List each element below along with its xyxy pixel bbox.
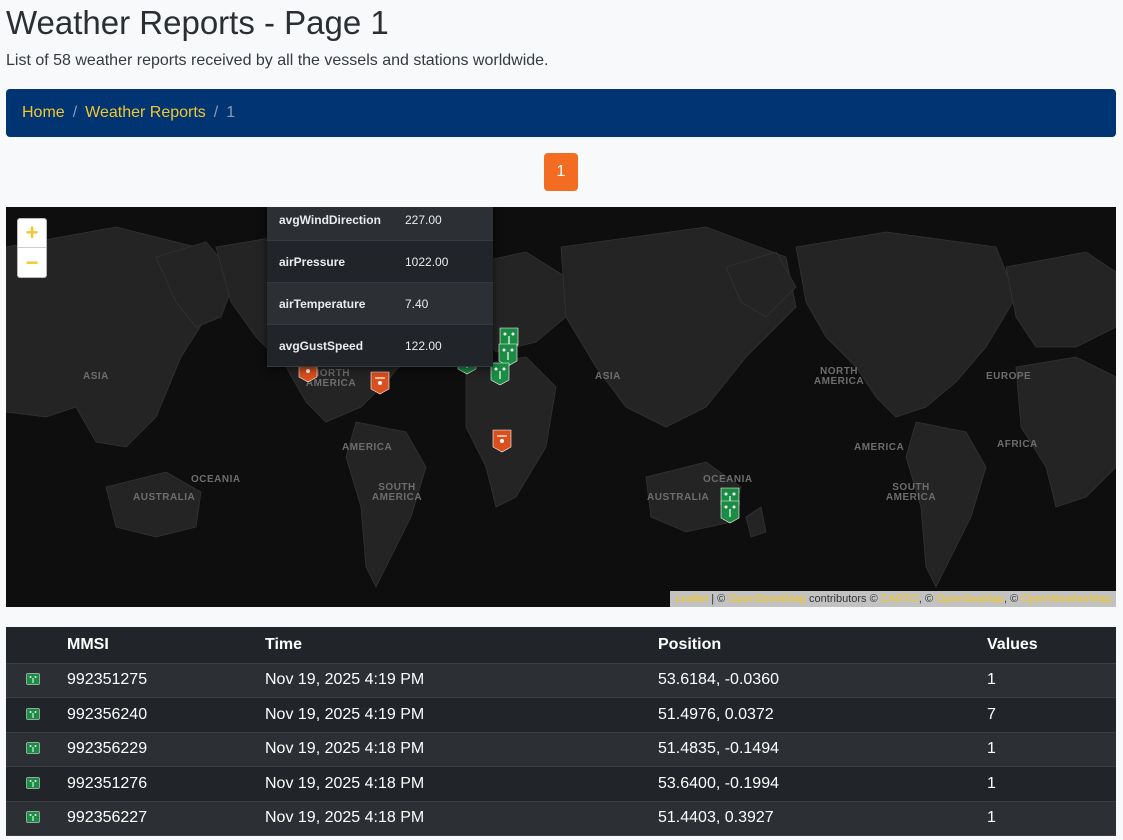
map-label: NORTH AMERICA: [305, 368, 357, 389]
weather-reports-table: MMSI Time Position Values 992351275 Nov …: [6, 627, 1116, 836]
cell-time: Nov 19, 2025 4:18 PM: [265, 732, 658, 767]
map-label: NORTH AMERICA: [813, 366, 865, 387]
breadcrumb-current: 1: [226, 104, 236, 121]
cell-position: 53.6184, -0.0360: [658, 663, 987, 698]
map-label: ASIA: [595, 371, 621, 382]
breadcrumb-home-link[interactable]: Home: [22, 104, 65, 121]
vessel-icon: [26, 707, 40, 720]
row-icon-cell: [6, 697, 67, 733]
cell-position: 51.4976, 0.0372: [658, 697, 987, 733]
cell-time: Nov 19, 2025 4:19 PM: [265, 697, 658, 733]
openseamap-link[interactable]: OpenSeaMap: [936, 593, 1005, 605]
station-marker[interactable]: [370, 371, 390, 395]
cell-position: 51.4835, -0.1494: [658, 732, 987, 767]
map-label: SOUTH AMERICA: [885, 482, 937, 503]
cell-mmsi[interactable]: 992356229: [67, 732, 265, 767]
row-icon-cell: [6, 801, 67, 836]
vessel-icon: [26, 742, 40, 754]
cell-values: 1: [987, 732, 1116, 767]
cell-values: 1: [987, 766, 1116, 802]
breadcrumb-separator: /: [213, 104, 219, 121]
map-label: AUSTRALIA: [647, 492, 710, 503]
map-label: OCEANIA: [703, 474, 753, 485]
cell-time: Nov 19, 2025 4:18 PM: [265, 801, 658, 836]
map-label: SOUTH AMERICA: [371, 482, 423, 503]
popup-row: avgGustSpeed 122.00: [267, 325, 493, 367]
cell-time: Nov 19, 2025 4:19 PM: [265, 663, 658, 698]
breadcrumb-weather-reports-link[interactable]: Weather Reports: [85, 104, 206, 121]
popup-key: airTemperature: [279, 296, 366, 311]
table-row[interactable]: 992356240 Nov 19, 2025 4:19 PM 51.4976, …: [6, 697, 1116, 733]
popup-value: 122.00: [405, 338, 442, 353]
station-marker[interactable]: [492, 429, 512, 453]
table-header-row: MMSI Time Position Values: [6, 627, 1116, 664]
pagination-page-1-button[interactable]: 1: [544, 153, 578, 191]
popup-value: 7.40: [405, 296, 429, 311]
cell-mmsi[interactable]: 992356227: [67, 801, 265, 836]
attribution-text: contributors ©: [806, 593, 881, 605]
page-subtitle: List of 58 weather reports received by a…: [6, 52, 549, 69]
popup-key: avgGustSpeed: [279, 338, 364, 353]
header-time[interactable]: Time: [265, 627, 658, 664]
leaflet-link[interactable]: Leaflet: [675, 593, 709, 605]
row-icon-cell: [6, 732, 67, 767]
vessel-icon: [26, 811, 40, 823]
map-label: ASIA: [83, 371, 109, 382]
map-label: AUSTRALIA: [133, 492, 196, 503]
breadcrumb-separator: /: [72, 104, 78, 121]
map-attribution: Leaflet | © OpenStreetMap contributors ©…: [670, 591, 1116, 607]
cell-values: 1: [987, 801, 1116, 836]
cell-time: Nov 19, 2025 4:18 PM: [265, 766, 658, 802]
cell-mmsi[interactable]: 992351276: [67, 766, 265, 802]
header-values[interactable]: Values: [987, 627, 1116, 664]
header-position[interactable]: Position: [658, 627, 987, 664]
popup-value: 227.00: [405, 212, 442, 227]
vessel-marker[interactable]: [498, 343, 518, 367]
vessel-icon: [26, 776, 40, 789]
cell-position: 53.6400, -0.1994: [658, 766, 987, 802]
table-row[interactable]: 992356227 Nov 19, 2025 4:18 PM 51.4403, …: [6, 801, 1116, 836]
popup-key: airPressure: [279, 254, 346, 269]
popup-key: avgWindDirection: [279, 212, 381, 227]
carto-link[interactable]: CARTO: [880, 593, 919, 605]
vessel-marker[interactable]: [720, 500, 740, 524]
weather-map[interactable]: ASIA NORTH AMERICA OCEANIA AUSTRALIA SOU…: [6, 207, 1116, 607]
map-label: AFRICA: [997, 439, 1038, 450]
map-label: EUROPE: [986, 371, 1032, 382]
table-row[interactable]: 992351275 Nov 19, 2025 4:19 PM 53.6184, …: [6, 663, 1116, 698]
cell-mmsi[interactable]: 992356240: [67, 697, 265, 733]
map-label: OCEANIA: [191, 474, 241, 485]
table-row[interactable]: 992356229 Nov 19, 2025 4:18 PM 51.4835, …: [6, 732, 1116, 767]
map-zoom-control: + −: [17, 218, 47, 278]
cell-position: 51.4403, 0.3927: [658, 801, 987, 836]
popup-row: avgWindDirection 227.00: [267, 207, 493, 241]
table-row[interactable]: 992351276 Nov 19, 2025 4:18 PM 53.6400, …: [6, 766, 1116, 802]
attribution-text: | ©: [708, 593, 729, 605]
weather-popup: avgWindDirection 227.00 airPressure 1022…: [267, 207, 493, 367]
openstreetmap-link[interactable]: OpenStreetMap: [728, 593, 806, 605]
cell-mmsi[interactable]: 992351275: [67, 663, 265, 698]
zoom-out-button[interactable]: −: [25, 249, 39, 275]
map-label: AMERICA: [342, 442, 393, 453]
map-landmass: [6, 207, 1116, 588]
breadcrumb: Home / Weather Reports / 1: [6, 89, 1116, 137]
page-title: Weather Reports - Page 1: [6, 4, 389, 41]
cell-values: 7: [987, 697, 1116, 733]
attribution-text: , ©: [1004, 593, 1022, 605]
cell-values: 1: [987, 663, 1116, 698]
vessel-icon: [26, 673, 40, 685]
row-icon-cell: [6, 663, 67, 698]
header-icon: [6, 627, 67, 664]
row-icon-cell: [6, 766, 67, 802]
header-mmsi[interactable]: MMSI: [67, 627, 265, 664]
openweathermap-link[interactable]: OpenWeatherMap: [1021, 593, 1111, 605]
zoom-in-button[interactable]: +: [18, 219, 46, 248]
popup-value: 1022.00: [405, 254, 449, 269]
map-label: AMERICA: [854, 442, 905, 453]
popup-row: airPressure 1022.00: [267, 241, 493, 283]
popup-row: airTemperature 7.40: [267, 283, 493, 325]
vessel-marker[interactable]: [490, 362, 510, 386]
attribution-text: , ©: [918, 593, 937, 605]
